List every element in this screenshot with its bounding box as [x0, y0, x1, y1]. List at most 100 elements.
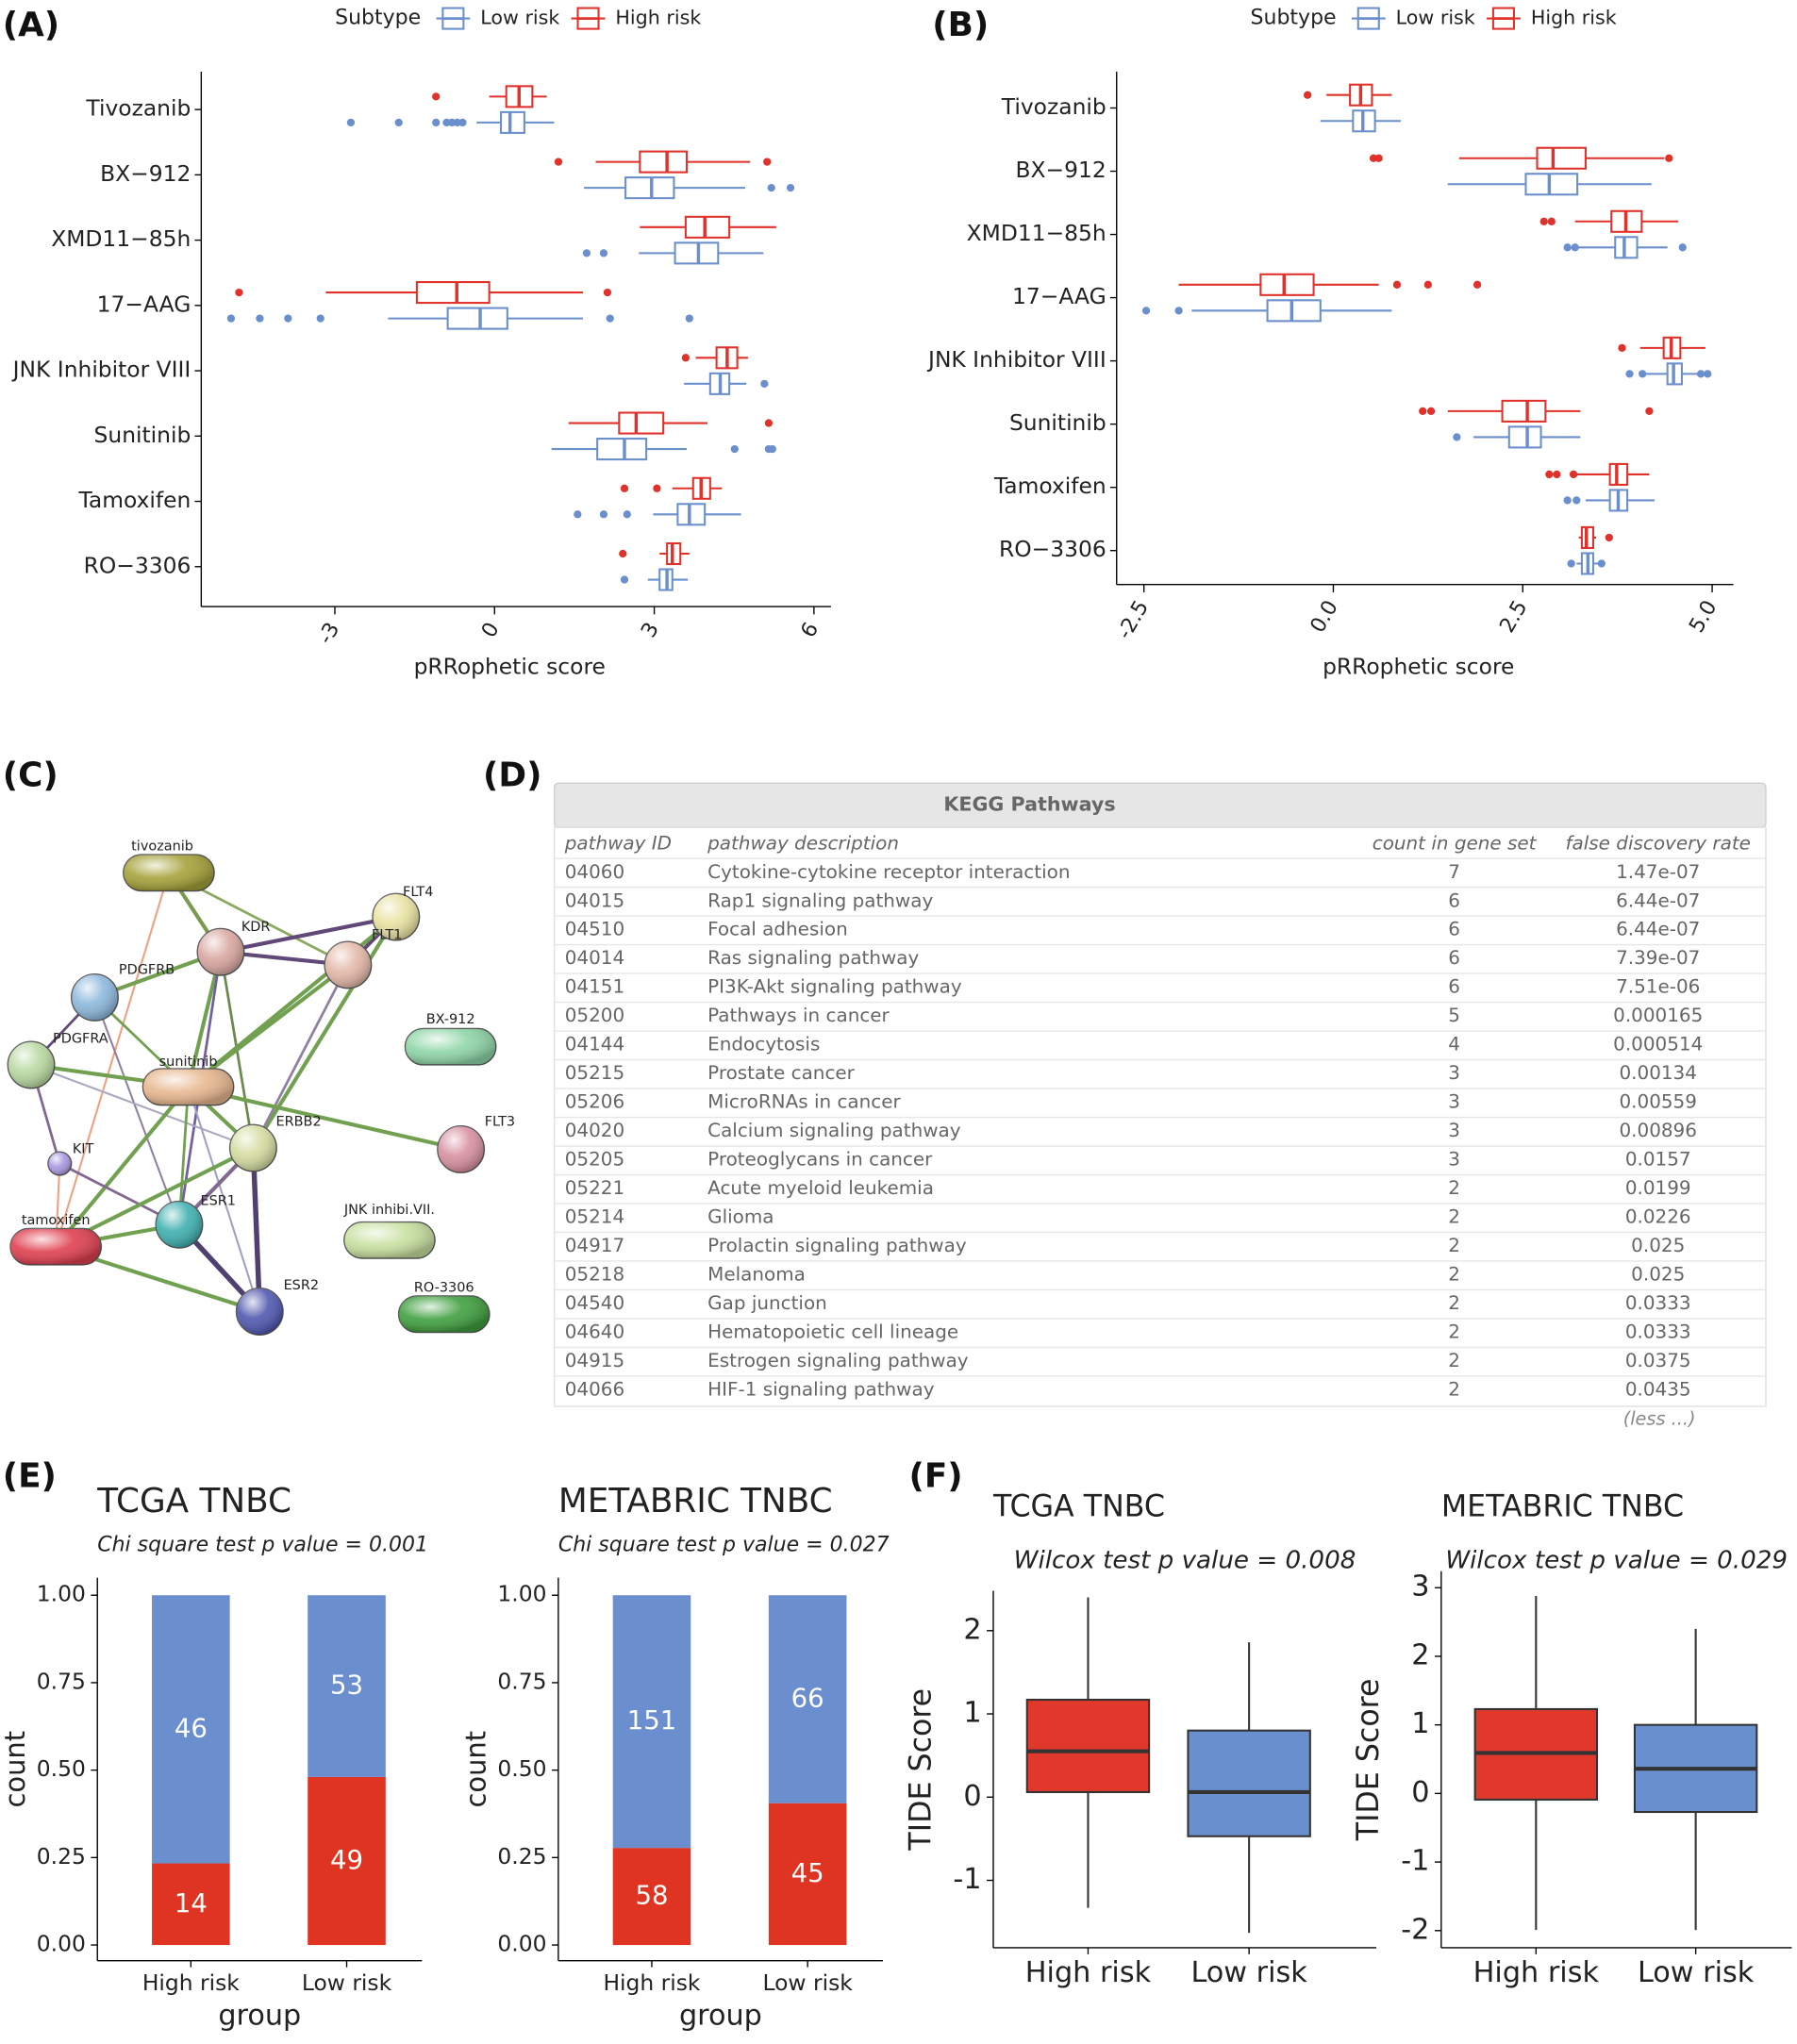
legend-label: Low risk — [480, 7, 559, 29]
table-cell: 05215 — [565, 1061, 624, 1084]
y-tick-label: 17−AAG — [97, 291, 191, 317]
y-tick-label: Sunitinib — [94, 422, 191, 448]
table-cell: Endocytosis — [707, 1033, 820, 1055]
column-header: count in gene set — [1373, 831, 1538, 854]
table-cell: 0.0435 — [1625, 1378, 1691, 1401]
chart-title: TCGA TNBC — [992, 1489, 1165, 1523]
table-cell: 2 — [1448, 1234, 1460, 1256]
outlier — [394, 118, 403, 127]
table-cell: Ras signaling pathway — [707, 946, 919, 969]
table-cell: MicroRNAs in cancer — [707, 1090, 901, 1113]
bar-label: 46 — [175, 1713, 208, 1743]
outlier — [1539, 217, 1548, 225]
outlier — [1563, 496, 1572, 505]
bar-label: 53 — [330, 1670, 363, 1701]
node-shine — [343, 1221, 436, 1259]
x-axis-title: pRRophetic score — [1323, 653, 1514, 679]
outlier — [623, 510, 631, 519]
box — [596, 438, 648, 461]
y-tick-label: 0.25 — [497, 1843, 546, 1870]
node-label: JNK inhibi.VII. — [343, 1203, 435, 1218]
outlier — [681, 354, 690, 362]
outlier — [1625, 370, 1634, 378]
table-cell: 0.0199 — [1625, 1176, 1691, 1199]
x-tick-label: High risk — [603, 1969, 700, 1996]
box — [415, 281, 491, 305]
outlier — [453, 118, 461, 127]
box — [1266, 299, 1322, 323]
y-tick-label: 0.75 — [497, 1668, 546, 1694]
table-cell: Melanoma — [707, 1263, 806, 1286]
table-cell: Prolactin signaling pathway — [707, 1234, 967, 1256]
y-tick-label: 17−AAG — [1012, 283, 1106, 309]
table-cell: Estrogen signaling pathway — [707, 1349, 969, 1371]
outlier — [1419, 407, 1427, 416]
outlier — [1678, 243, 1687, 252]
network-edge — [252, 964, 350, 1149]
chart-title: TCGA TNBC — [96, 1482, 291, 1521]
node-shine — [142, 1069, 234, 1105]
table-cell: 0.025 — [1631, 1234, 1685, 1256]
bar-label: 151 — [627, 1705, 677, 1736]
node-shine — [324, 941, 372, 989]
outlier — [1141, 307, 1151, 315]
node-shine — [47, 1152, 72, 1175]
y-tick-label: BX−912 — [1015, 157, 1106, 183]
y-tick-label: XMD11−85h — [967, 220, 1106, 246]
table-cell: 0.000165 — [1613, 1004, 1703, 1026]
table-cell: 7.51e-06 — [1616, 975, 1700, 998]
panel-label: (D) — [483, 756, 541, 794]
legend-label: High risk — [615, 7, 701, 29]
outlier — [767, 184, 775, 192]
table-cell: Prostate cancer — [707, 1061, 856, 1084]
box — [1501, 399, 1547, 423]
outlier — [432, 118, 441, 127]
bar-label: 66 — [791, 1683, 824, 1713]
table-cell: 2 — [1448, 1205, 1460, 1228]
legend-label: Low risk — [1396, 7, 1475, 29]
outlier — [582, 249, 591, 258]
outlier — [1473, 280, 1482, 289]
outlier — [1645, 407, 1654, 416]
box — [1536, 146, 1587, 170]
node-shine — [8, 1041, 55, 1088]
y-tick-label: 0 — [963, 1780, 981, 1813]
outlier — [1572, 496, 1581, 505]
outlier — [432, 92, 441, 101]
bar-segment — [612, 1848, 691, 1946]
y-tick-label: Tamoxifen — [77, 487, 191, 513]
node-label: FLT3 — [485, 1115, 515, 1130]
box — [639, 150, 689, 174]
table-cell: 04915 — [565, 1349, 624, 1371]
y-tick-label: Sunitinib — [1009, 409, 1106, 436]
outlier — [653, 484, 661, 492]
outlier — [316, 314, 324, 323]
bar-segment — [152, 1595, 230, 1864]
outlier — [730, 444, 739, 454]
x-axis-title: pRRophetic score — [414, 653, 606, 679]
table-cell: Rap1 signaling pathway — [707, 889, 933, 911]
y-tick-label: 0.00 — [497, 1931, 546, 1957]
table-cell: Focal adhesion — [707, 918, 848, 940]
column-header: pathway ID — [564, 831, 672, 854]
table-cell: 0.025 — [1631, 1263, 1685, 1286]
table-cell: 3 — [1448, 1119, 1460, 1141]
table-cell: 04066 — [565, 1378, 624, 1401]
network-edge — [55, 872, 170, 1247]
x-tick-label: 2.5 — [1495, 596, 1532, 637]
table-cell: 05205 — [565, 1148, 624, 1171]
table-cell: 3 — [1448, 1148, 1460, 1171]
table-cell: 6.44e-07 — [1616, 889, 1700, 911]
bar-segment — [768, 1803, 847, 1946]
box — [1025, 1699, 1151, 1794]
node-label: RO-3306 — [414, 1281, 474, 1296]
y-tick-label: BX−912 — [100, 160, 191, 187]
panel-label: (B) — [932, 6, 989, 44]
bar-label: 49 — [330, 1845, 363, 1875]
y-tick-label: 2 — [1411, 1638, 1429, 1671]
bar-segment — [768, 1595, 847, 1803]
y-tick-label: JNK Inhibitor VIII — [11, 357, 191, 383]
box — [500, 110, 525, 134]
y-tick-label: 0.50 — [497, 1755, 546, 1782]
